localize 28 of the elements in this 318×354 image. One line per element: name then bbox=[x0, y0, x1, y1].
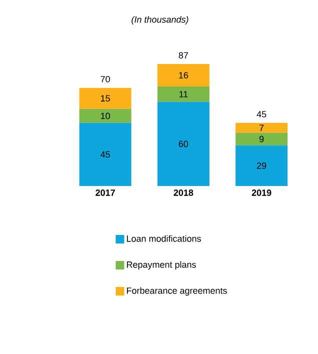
bar bbox=[157, 102, 210, 186]
x-tick-label: 2019 bbox=[252, 190, 272, 196]
bar bbox=[79, 122, 132, 186]
chart-subtitle: (In thousands) bbox=[132, 16, 188, 24]
data-label: 10 bbox=[100, 112, 110, 120]
bar bbox=[79, 108, 132, 123]
total-label: 87 bbox=[178, 52, 188, 59]
legend-label: Repayment plans bbox=[126, 261, 196, 270]
total-label: 45 bbox=[256, 111, 266, 118]
bar bbox=[157, 86, 210, 102]
bar bbox=[236, 132, 288, 146]
bar bbox=[79, 88, 132, 109]
data-label: 29 bbox=[257, 162, 266, 169]
total-label: 70 bbox=[100, 76, 110, 82]
data-label: 11 bbox=[179, 91, 188, 98]
data-label: 15 bbox=[100, 95, 110, 102]
data-label: 45 bbox=[100, 151, 110, 158]
data-label: 16 bbox=[179, 72, 188, 78]
legend-label: Loan modifications bbox=[126, 235, 201, 242]
data-label: 9 bbox=[259, 136, 264, 142]
bar bbox=[236, 145, 288, 186]
data-label: 60 bbox=[178, 140, 188, 148]
data-label: 7 bbox=[260, 124, 264, 131]
bar bbox=[236, 122, 288, 133]
bar bbox=[157, 64, 210, 86]
x-tick-label: 2017 bbox=[96, 190, 115, 196]
legend-label: Forbearance agreements bbox=[126, 287, 227, 296]
x-tick-label: 2018 bbox=[174, 190, 194, 196]
